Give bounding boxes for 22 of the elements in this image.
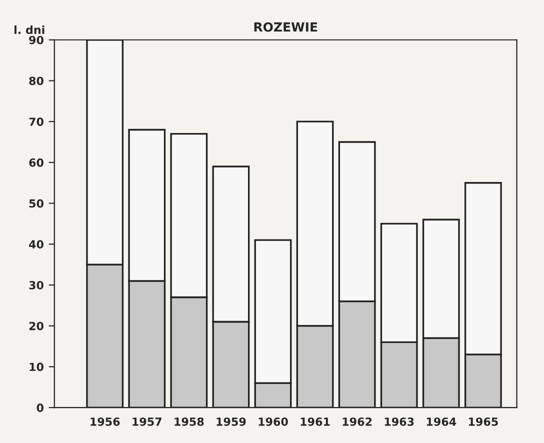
y-tick-label: 70 [29,118,44,126]
x-tick-label: 1962 [342,417,372,426]
x-tick-label: 1959 [216,417,246,426]
chart-title: ROZEWIE [254,22,318,32]
x-tick-label: 1960 [258,417,288,426]
y-tick-label: 50 [29,199,44,208]
y-tick-label: 0 [36,404,44,412]
y-tick-label: 20 [29,322,44,330]
y-tick-label: 30 [29,280,44,290]
x-tick-label: 1958 [174,417,204,426]
x-tick-label: 1957 [132,417,162,426]
x-tick-label: 1965 [468,417,498,426]
x-tick-label: 1961 [300,417,330,426]
y-tick-label: 10 [30,362,44,372]
x-tick-label: 1963 [384,417,414,426]
y-tick-label: 90 [29,36,44,44]
y-tick-label: 80 [29,76,44,86]
y-tick-label: 40 [29,240,44,249]
x-tick-label: 1956 [90,417,120,426]
y-tick-label: 60 [29,158,44,167]
x-tick-label: 1964 [426,417,456,426]
y-axis-title: l. dni [14,25,44,34]
